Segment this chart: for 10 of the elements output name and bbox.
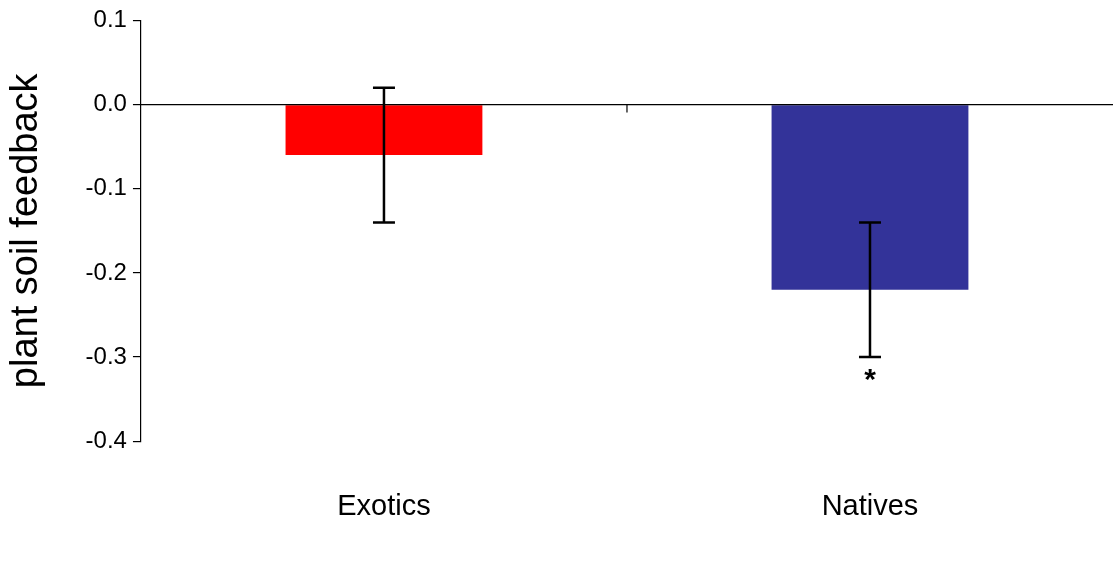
y-tick-label: 0.0	[93, 89, 127, 117]
y-tick-label: -0.4	[85, 425, 127, 453]
y-tick-label: -0.2	[85, 257, 127, 285]
annotation: *	[864, 362, 877, 396]
y-tick-label: -0.1	[85, 173, 127, 201]
y-tick-label: 0.1	[93, 5, 127, 33]
y-tick-label: -0.3	[85, 341, 127, 369]
y-axis-title: plant soil feedback	[3, 72, 46, 389]
x-tick-label: Exotics	[337, 488, 431, 521]
x-tick-label: Natives	[821, 488, 919, 521]
